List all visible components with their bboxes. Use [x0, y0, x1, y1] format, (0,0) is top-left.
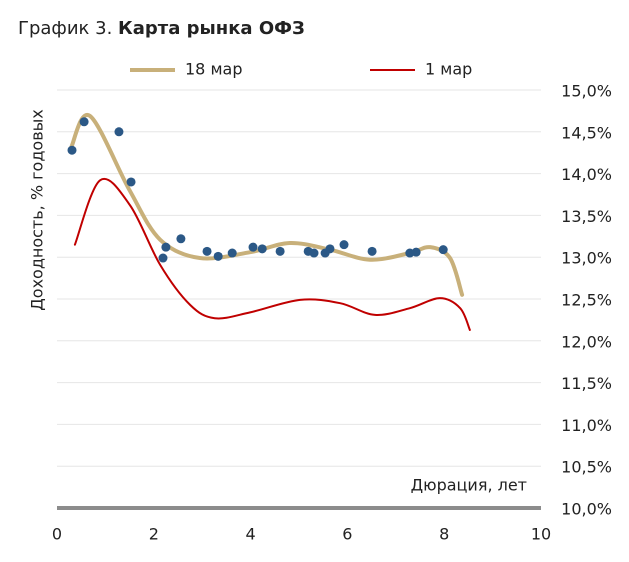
scatter-point [67, 145, 77, 155]
scatter-point [213, 251, 223, 261]
y-tick-label: 10,5% [561, 458, 612, 477]
y-tick-label: 11,0% [561, 416, 612, 435]
scatter-point [176, 234, 186, 244]
y-tick-label: 13,5% [561, 207, 612, 226]
y-tick-label: 14,0% [561, 165, 612, 184]
x-tick-label: 6 [342, 525, 352, 544]
title-prefix: График 3. [18, 18, 112, 39]
x-axis-label: Дюрация, лет [411, 476, 527, 495]
scatter-point [325, 244, 335, 254]
y-tick-label: 15,0% [561, 82, 612, 101]
scatter-point [367, 246, 377, 256]
x-tick-label: 4 [246, 525, 256, 544]
x-tick-label: 0 [52, 525, 62, 544]
scatter-point [202, 246, 212, 256]
line-series [69, 113, 465, 297]
legend-label: 18 мар [185, 60, 242, 79]
scatter-point [161, 242, 171, 252]
x-tick-label: 8 [439, 525, 449, 544]
scatter-point [126, 177, 136, 187]
scatter-point [79, 117, 89, 127]
legend-label: 1 мар [425, 60, 472, 79]
scatter-point [411, 247, 421, 257]
y-tick-label: 13,0% [561, 249, 612, 268]
line-series [73, 177, 471, 331]
y-tick-label: 12,0% [561, 332, 612, 351]
scatter-point [339, 240, 349, 250]
scatter-point [257, 244, 267, 254]
x-tick-label: 2 [149, 525, 159, 544]
y-tick-label: 11,5% [561, 374, 612, 393]
y-tick-label: 14,5% [561, 123, 612, 142]
y-tick-label: 10,0% [561, 500, 612, 519]
scatter-point [158, 253, 168, 263]
y-tick-label: 12,5% [561, 291, 612, 310]
scatter-point [275, 246, 285, 256]
x-tick-label: 10 [531, 525, 551, 544]
scatter-point [114, 127, 124, 137]
chart-title: График 3. Карта рынка ОФЗ [18, 18, 305, 39]
title-main: Карта рынка ОФЗ [118, 18, 305, 39]
scatter-point [309, 248, 319, 258]
scatter-point [248, 242, 258, 252]
scatter-point [227, 248, 237, 258]
scatter-point [438, 245, 448, 255]
y-axis-label: Доходность, % годовых [28, 109, 47, 310]
